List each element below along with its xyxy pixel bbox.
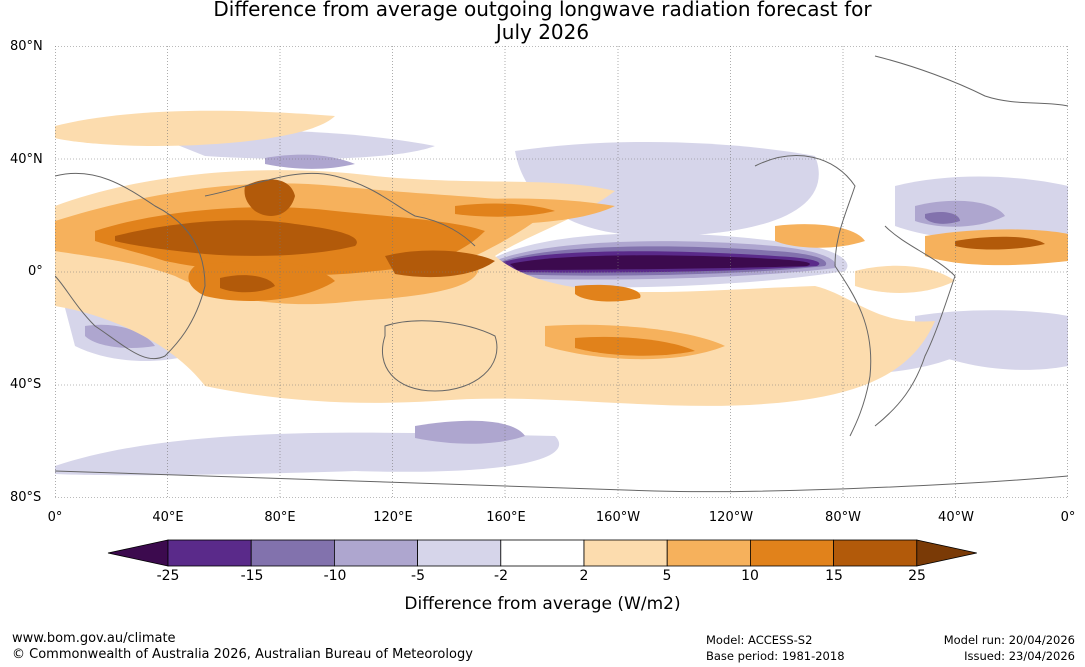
lat-label-80n: 80°N xyxy=(10,39,43,54)
graticule xyxy=(55,46,1068,498)
cbar-segment xyxy=(417,539,502,567)
title-line-1: Difference from average outgoing longwav… xyxy=(213,0,872,21)
lat-label-eq: 0° xyxy=(28,264,43,279)
cbar-tick-label: -5 xyxy=(411,568,425,584)
cbar-tick-label: 2 xyxy=(579,568,589,584)
cbar-segment xyxy=(250,539,335,567)
cbar-tick-label: -2 xyxy=(494,568,508,584)
colorbar xyxy=(107,539,977,567)
lon-label-160e: 160°E xyxy=(486,510,526,525)
cbar-segment xyxy=(750,539,835,567)
footer-url: www.bom.gov.au/climate xyxy=(12,631,176,646)
cbar-tick-label: -25 xyxy=(156,568,180,584)
chart-title: Difference from average outgoing longwav… xyxy=(0,0,1085,44)
cbar-tick-label: -15 xyxy=(240,568,264,584)
lon-label-80w: 80°W xyxy=(825,510,861,525)
map-svg xyxy=(55,46,1068,498)
negative-anomaly-regions xyxy=(55,130,1068,476)
cbar-tick-label: 5 xyxy=(662,568,672,584)
anomaly-map xyxy=(55,46,1068,498)
lon-label-160w: 160°W xyxy=(595,510,641,525)
cbar-arrow-low xyxy=(107,539,169,567)
cbar-segment xyxy=(583,539,668,567)
lon-label-0: 0° xyxy=(47,510,63,525)
lon-label-40w: 40°W xyxy=(938,510,974,525)
cbar-segment xyxy=(167,539,252,567)
lat-label-40n: 40°N xyxy=(10,152,43,167)
lon-label-120e: 120°E xyxy=(373,510,413,525)
cbar-tick-label: 25 xyxy=(908,568,926,584)
lon-label-80e: 80°E xyxy=(264,510,296,525)
title-line-2: July 2026 xyxy=(495,20,590,44)
footer-issued: Issued: 23/04/2026 xyxy=(964,649,1075,663)
coastlines xyxy=(55,55,1068,493)
cbar-tick-label: -10 xyxy=(323,568,347,584)
lon-label-120w: 120°W xyxy=(708,510,754,525)
cbar-arrow-high xyxy=(916,539,977,567)
cbar-segment xyxy=(666,539,751,567)
footer-model: Model: ACCESS-S2 xyxy=(706,633,813,647)
lon-label-0-right: 0° xyxy=(1060,510,1076,525)
lon-label-40e: 40°E xyxy=(152,510,184,525)
cbar-tick-label: 15 xyxy=(825,568,843,584)
footer-model-run: Model run: 20/04/2026 xyxy=(943,633,1075,647)
positive-anomaly-regions xyxy=(55,110,1068,406)
cbar-segment xyxy=(500,539,585,567)
cbar-segment xyxy=(333,539,418,567)
lat-label-40s: 40°S xyxy=(10,377,42,392)
footer-base-period: Base period: 1981-2018 xyxy=(706,649,845,663)
colorbar-title: Difference from average (W/m2) xyxy=(404,594,681,614)
cbar-tick-label: 10 xyxy=(741,568,759,584)
cbar-segment xyxy=(833,539,918,567)
lat-label-80s: 80°S xyxy=(10,490,42,505)
footer-copyright: © Commonwealth of Australia 2026, Austra… xyxy=(12,647,473,662)
